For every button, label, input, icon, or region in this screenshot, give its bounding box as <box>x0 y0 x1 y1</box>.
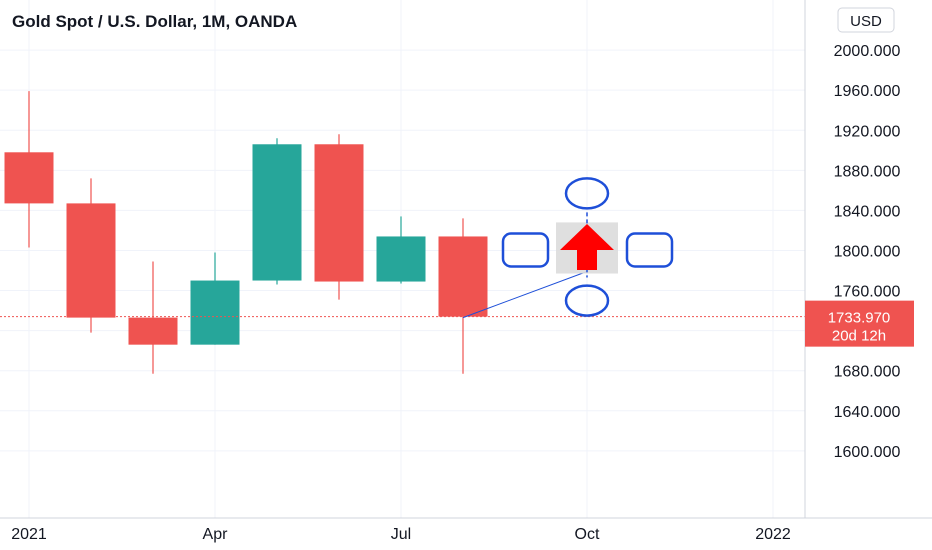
candle-body <box>314 144 364 282</box>
current-price-value: 1733.970 <box>828 310 891 327</box>
candle-body <box>128 317 178 345</box>
time-axis[interactable]: 2021 Apr Jul Oct 2022 <box>11 526 791 543</box>
x-tick-label: Oct <box>575 526 600 543</box>
x-tick-label: 2021 <box>11 526 47 543</box>
y-tick-label: 1960.000 <box>834 83 901 100</box>
currency-button-frame <box>837 7 895 33</box>
candle-body <box>438 236 488 317</box>
trend-line[interactable] <box>462 271 588 319</box>
y-tick-label: 1760.000 <box>834 284 901 301</box>
y-tick-label: 1920.000 <box>834 123 901 140</box>
currency-button[interactable]: USD <box>837 7 895 33</box>
candles[interactable] <box>4 91 488 374</box>
candle[interactable] <box>376 216 426 284</box>
x-tick-label: Apr <box>203 526 229 543</box>
y-tick-label: 2000.000 <box>834 43 901 60</box>
drawings[interactable] <box>462 177 674 319</box>
y-tick-label: 1600.000 <box>834 444 901 461</box>
circle-marker[interactable] <box>564 284 610 317</box>
candle-body <box>252 144 302 281</box>
candle[interactable] <box>252 138 302 285</box>
candle[interactable] <box>438 218 488 374</box>
candle-body <box>66 203 116 318</box>
x-tick-label: 2022 <box>755 526 791 543</box>
candle[interactable] <box>190 252 240 345</box>
rounded-box-marker[interactable] <box>625 232 674 268</box>
up-arrow-icon[interactable] <box>560 223 614 270</box>
current-price-tag: 1733.970 20d 12h <box>805 300 914 347</box>
candle-body <box>376 236 426 282</box>
candle[interactable] <box>66 178 116 333</box>
y-tick-label: 1840.000 <box>834 203 901 220</box>
y-tick-label: 1880.000 <box>834 163 901 180</box>
y-tick-label: 1800.000 <box>834 243 901 260</box>
y-tick-label: 1680.000 <box>834 364 901 381</box>
bar-countdown: 20d 12h <box>832 328 886 345</box>
candle-body <box>4 152 54 204</box>
chart-title: Gold Spot / U.S. Dollar, 1M, OANDA <box>12 12 297 31</box>
candle[interactable] <box>4 91 54 248</box>
circle-marker[interactable] <box>564 177 610 210</box>
x-tick-label: Jul <box>391 526 411 543</box>
candle[interactable] <box>314 134 364 300</box>
candle-body <box>190 280 240 345</box>
currency-label: USD <box>850 13 882 30</box>
rounded-box-marker[interactable] <box>501 232 550 268</box>
price-tag-background <box>805 300 914 347</box>
candle[interactable] <box>128 261 178 374</box>
y-tick-label: 1640.000 <box>834 404 901 421</box>
